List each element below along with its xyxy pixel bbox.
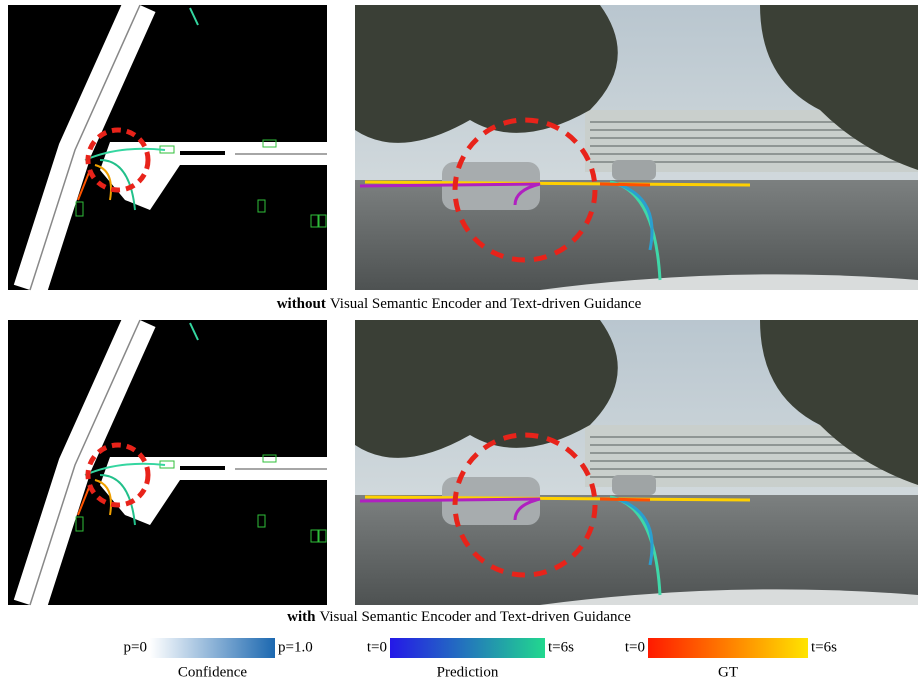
legend-title: Confidence	[178, 664, 247, 680]
panel-row	[8, 5, 918, 290]
legend-colorbar	[150, 638, 275, 658]
caption-text: Visual Semantic Encoder and Text-driven …	[319, 609, 631, 625]
caption-emphasis: with	[287, 609, 316, 625]
legend-start-label: t=0	[367, 639, 387, 655]
legend-end-label: t=6s	[548, 639, 574, 655]
caption-text: Visual Semantic Encoder and Text-driven …	[330, 296, 642, 312]
caption-emphasis: without	[277, 296, 326, 312]
panel-row	[8, 320, 918, 605]
legend-title: GT	[718, 664, 738, 680]
camera-trajectory	[600, 184, 650, 185]
camera-car	[612, 160, 656, 180]
legend-start-label: p=0	[124, 639, 147, 655]
page: {"captions": [ {"emphasis": "without", "…	[0, 0, 918, 684]
legend-end-label: p=1.0	[278, 639, 313, 655]
legend-colorbar	[648, 638, 808, 658]
legend-colorbar	[390, 638, 545, 658]
camera-car	[612, 475, 656, 495]
camera-trajectory	[600, 499, 650, 500]
legend-start-label: t=0	[625, 639, 645, 655]
legend-title: Prediction	[437, 664, 499, 680]
legend-end-label: t=6s	[811, 639, 837, 655]
figure: withoutVisual Semantic Encoder and Text-…	[0, 0, 918, 684]
